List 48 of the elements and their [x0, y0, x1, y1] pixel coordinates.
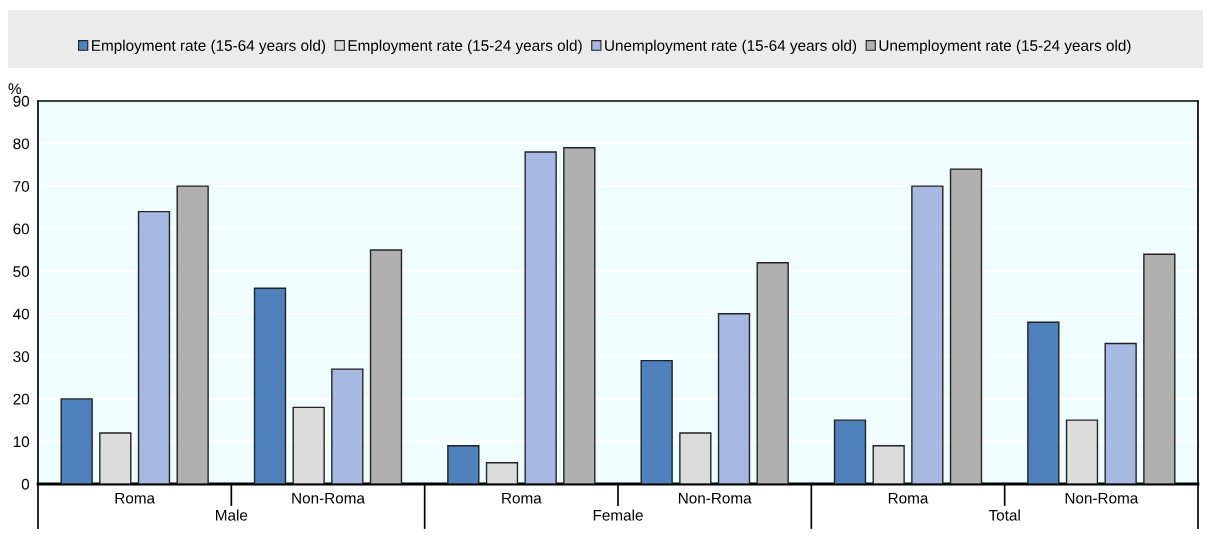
x-tick-label: Non-Roma	[678, 492, 752, 504]
y-tick-label: 50	[13, 266, 30, 277]
x-tick-label: Non-Roma	[1065, 492, 1139, 504]
y-tick-label: 40	[13, 308, 30, 320]
bar	[253, 287, 287, 484]
bar	[331, 368, 364, 484]
bar	[563, 147, 596, 484]
bar	[1104, 342, 1137, 484]
text: Female	[593, 509, 643, 521]
legend-label: Employment rate (15-64 years old)	[92, 39, 326, 54]
y-tick-label: 70	[13, 180, 30, 192]
legend-label: Unemployment rate (15-64 years old)	[605, 39, 857, 54]
text: Male	[216, 509, 248, 521]
bar	[369, 249, 403, 484]
legend-label: Employment rate (15-24 years old)	[348, 39, 582, 54]
bar	[60, 398, 93, 484]
y-axis-title: %	[8, 83, 22, 95]
bar	[833, 419, 867, 484]
x-tick-label: Roma	[888, 492, 929, 504]
y-tick-label: 30	[13, 351, 30, 363]
bar	[911, 185, 944, 484]
y-tick-label: 60	[13, 223, 30, 235]
bar	[292, 406, 325, 484]
y-tick-label: 90	[13, 95, 30, 107]
bar	[1143, 253, 1176, 484]
bar	[447, 445, 480, 484]
bar	[640, 359, 673, 484]
text: Total	[988, 509, 1020, 521]
bar	[717, 313, 751, 484]
bar	[756, 262, 789, 484]
bar	[949, 168, 983, 484]
x-tick-label: Roma	[502, 492, 542, 504]
bar	[524, 151, 557, 484]
legend-label: Unemployment rate (15-24 years old)	[879, 39, 1131, 54]
bar	[872, 445, 905, 484]
bar	[176, 185, 209, 484]
bar	[137, 210, 171, 484]
x-tick-label: Non-Roma	[292, 492, 365, 504]
bar	[1027, 321, 1060, 484]
y-tick-label: 10	[13, 436, 30, 448]
y-tick-label: 20	[13, 393, 30, 405]
bar	[679, 432, 712, 484]
x-tick-label: Roma	[115, 492, 156, 504]
y-tick-label: 0	[21, 478, 30, 490]
y-tick-label: 80	[13, 138, 30, 150]
bar	[485, 462, 519, 484]
bar	[99, 432, 132, 484]
bar	[1065, 419, 1099, 484]
